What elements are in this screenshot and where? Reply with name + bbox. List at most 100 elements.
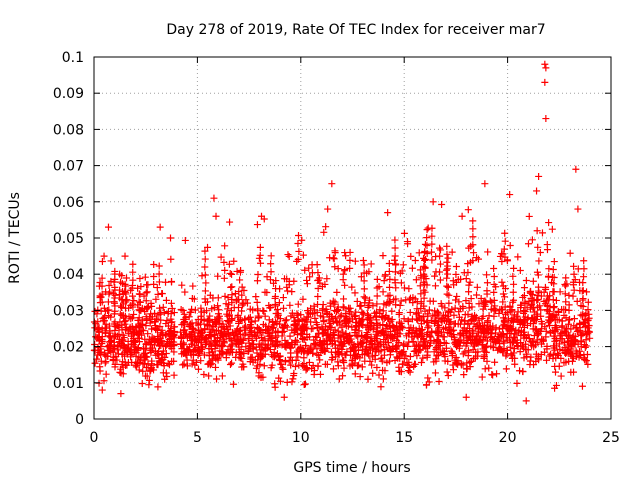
data-point (467, 336, 475, 344)
data-point (483, 357, 491, 365)
data-point (342, 313, 350, 321)
data-point (464, 310, 472, 318)
data-point (400, 355, 408, 362)
data-point (128, 330, 136, 338)
data-point (245, 316, 253, 324)
data-point (419, 354, 427, 362)
data-point (210, 194, 218, 202)
data-point (373, 292, 381, 300)
data-point (219, 349, 227, 357)
data-point (238, 283, 246, 291)
data-point (334, 303, 342, 311)
data-point (183, 334, 191, 342)
data-point (373, 275, 381, 283)
data-point (533, 187, 541, 195)
data-point (562, 327, 570, 335)
data-point (98, 282, 106, 290)
data-point (510, 280, 518, 288)
data-point (562, 314, 570, 322)
data-point (105, 282, 113, 290)
data-point (346, 264, 354, 272)
data-point (200, 351, 208, 359)
data-point (568, 357, 576, 365)
data-point (134, 346, 142, 354)
data-point (242, 322, 250, 330)
data-point (436, 246, 444, 254)
data-point (287, 361, 295, 369)
data-point (263, 344, 271, 352)
data-point (501, 310, 509, 318)
data-point (377, 328, 385, 336)
data-point (483, 342, 491, 350)
data-point (170, 348, 178, 356)
data-point (528, 236, 536, 244)
data-point (142, 297, 150, 305)
data-point (324, 330, 332, 338)
data-point (404, 240, 412, 248)
data-point (177, 306, 185, 314)
data-point (201, 295, 209, 303)
data-point (275, 374, 283, 382)
data-point (123, 274, 131, 282)
data-point (205, 360, 213, 368)
data-point (503, 323, 511, 331)
data-point (293, 349, 301, 357)
data-point (571, 337, 579, 345)
data-point (451, 356, 459, 364)
data-point (373, 364, 381, 372)
data-point (452, 262, 460, 270)
data-point (577, 331, 585, 339)
data-point (152, 326, 160, 334)
data-point (460, 332, 468, 340)
data-point (546, 317, 554, 325)
data-point (538, 229, 546, 237)
data-point (224, 312, 232, 320)
data-point (379, 288, 387, 296)
data-point (522, 350, 530, 358)
data-point (283, 323, 291, 331)
data-point (417, 316, 425, 324)
data-point (104, 223, 112, 231)
data-point (291, 337, 299, 345)
data-point (382, 311, 390, 319)
data-point (436, 244, 444, 252)
data-point (251, 317, 259, 325)
data-point (257, 341, 265, 349)
data-point (159, 347, 167, 355)
data-point (135, 338, 143, 346)
data-point (143, 281, 151, 289)
data-point (155, 278, 163, 286)
data-point (328, 180, 336, 188)
data-point (130, 341, 138, 349)
data-point (483, 337, 491, 345)
y-tick-label: 0 (75, 412, 84, 428)
data-point (94, 325, 102, 333)
data-point (113, 356, 121, 364)
data-point (542, 327, 550, 335)
data-point (107, 313, 115, 321)
data-point (182, 331, 190, 339)
data-point (421, 240, 429, 248)
data-point (139, 327, 147, 335)
data-point (571, 336, 579, 344)
data-point (406, 352, 414, 360)
data-point (470, 249, 478, 257)
data-point (202, 279, 210, 287)
data-point (286, 332, 294, 340)
data-point (298, 236, 306, 244)
data-point (432, 316, 440, 324)
data-point (154, 311, 162, 319)
data-point (238, 307, 246, 315)
data-point (553, 316, 561, 324)
data-point (490, 288, 498, 296)
data-point (180, 341, 188, 349)
data-point (562, 298, 570, 306)
data-point (562, 274, 570, 282)
data-point (167, 234, 175, 242)
data-point (494, 333, 502, 341)
data-point (107, 338, 115, 346)
data-point (259, 307, 267, 315)
data-point (168, 318, 176, 326)
data-point (386, 275, 394, 283)
